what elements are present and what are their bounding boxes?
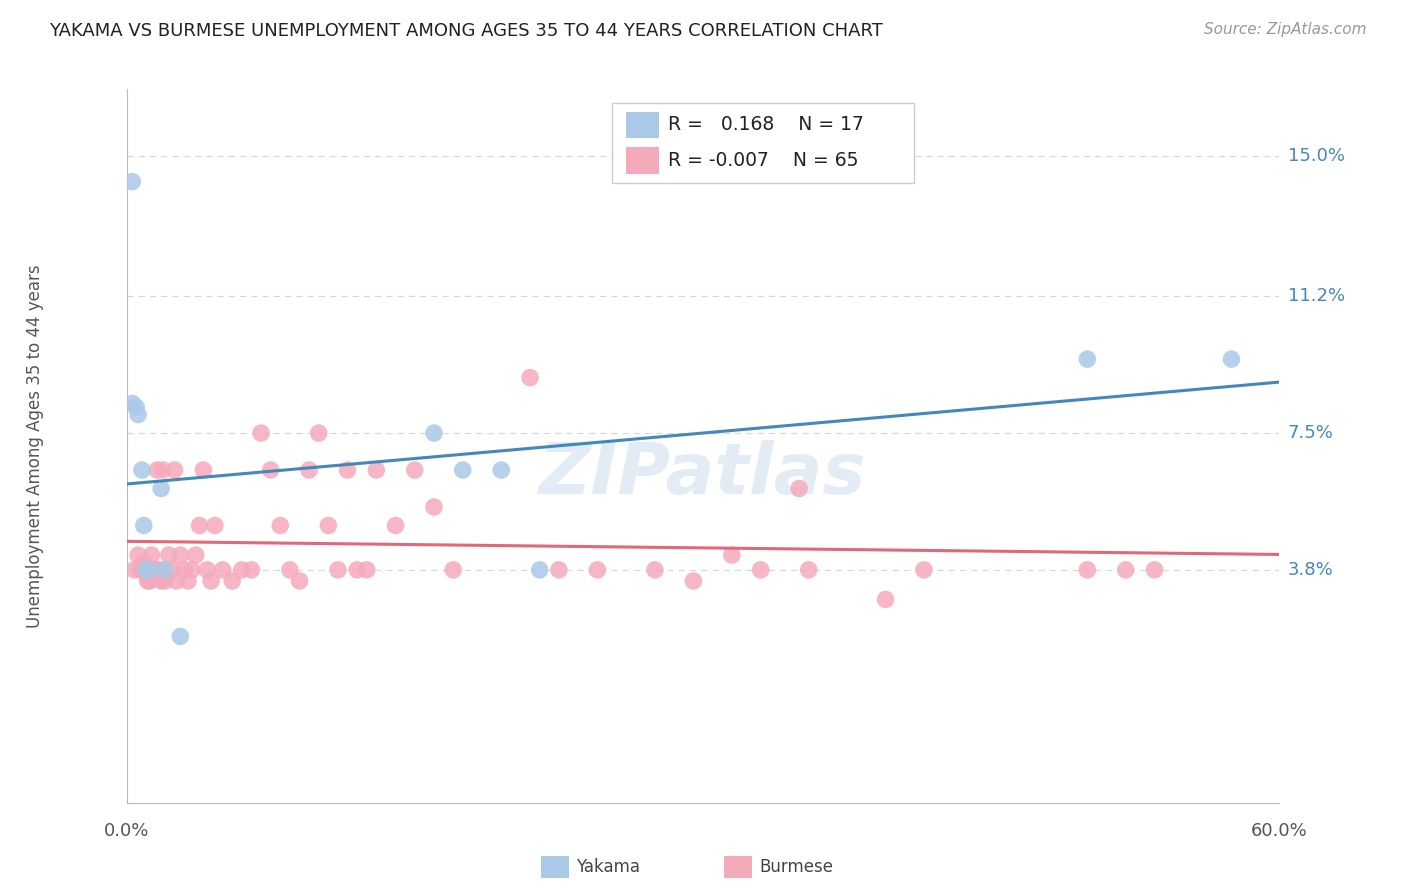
- Text: 11.2%: 11.2%: [1288, 287, 1346, 305]
- Point: [326, 563, 349, 577]
- Point: [489, 463, 512, 477]
- Point: [586, 563, 609, 577]
- Text: R =   0.168    N = 17: R = 0.168 N = 17: [668, 115, 863, 135]
- Point: [169, 548, 191, 562]
- Text: Yakama: Yakama: [576, 858, 641, 876]
- Point: [173, 563, 195, 577]
- Text: Source: ZipAtlas.com: Source: ZipAtlas.com: [1204, 22, 1367, 37]
- Point: [278, 563, 301, 577]
- Point: [150, 574, 173, 588]
- Point: [912, 563, 935, 577]
- Point: [749, 563, 772, 577]
- Text: 3.8%: 3.8%: [1288, 561, 1334, 579]
- Point: [135, 563, 157, 577]
- Text: R = -0.007    N = 65: R = -0.007 N = 65: [668, 151, 858, 170]
- Point: [153, 574, 176, 588]
- Point: [204, 518, 226, 533]
- Point: [451, 463, 474, 477]
- Point: [519, 370, 541, 384]
- Point: [122, 563, 145, 577]
- Point: [336, 463, 359, 477]
- Point: [548, 563, 571, 577]
- Point: [162, 563, 184, 577]
- Point: [259, 463, 281, 477]
- Text: Unemployment Among Ages 35 to 44 years: Unemployment Among Ages 35 to 44 years: [27, 264, 44, 628]
- Point: [875, 592, 897, 607]
- Point: [384, 518, 406, 533]
- Point: [157, 548, 180, 562]
- Point: [720, 548, 742, 562]
- Point: [135, 563, 157, 577]
- Text: 0.0%: 0.0%: [104, 822, 149, 840]
- Point: [1076, 563, 1098, 577]
- Point: [153, 563, 176, 577]
- Point: [184, 548, 207, 562]
- Point: [1220, 352, 1243, 367]
- Point: [138, 563, 160, 577]
- Point: [356, 563, 378, 577]
- Point: [145, 563, 166, 577]
- Point: [193, 463, 215, 477]
- Point: [195, 563, 218, 577]
- Point: [423, 500, 446, 514]
- Point: [1076, 352, 1098, 367]
- Point: [288, 574, 311, 588]
- Point: [231, 563, 253, 577]
- Point: [200, 574, 222, 588]
- Point: [136, 574, 159, 588]
- Point: [1143, 563, 1166, 577]
- Point: [366, 463, 388, 477]
- Point: [132, 556, 155, 570]
- Point: [177, 574, 200, 588]
- Point: [346, 563, 368, 577]
- Point: [125, 400, 148, 414]
- Point: [797, 563, 820, 577]
- Point: [269, 518, 291, 533]
- Point: [1115, 563, 1137, 577]
- Point: [316, 518, 339, 533]
- Point: [121, 175, 143, 189]
- Point: [166, 574, 188, 588]
- Point: [308, 425, 330, 440]
- Point: [121, 396, 143, 410]
- Point: [180, 563, 202, 577]
- Point: [150, 482, 173, 496]
- Point: [163, 463, 186, 477]
- Point: [141, 548, 163, 562]
- Point: [142, 563, 165, 577]
- Point: [250, 425, 273, 440]
- Point: [441, 563, 464, 577]
- Text: 7.5%: 7.5%: [1288, 424, 1334, 442]
- Point: [188, 518, 211, 533]
- Point: [644, 563, 666, 577]
- Point: [404, 463, 426, 477]
- Point: [146, 463, 169, 477]
- Point: [298, 463, 321, 477]
- Point: [529, 563, 551, 577]
- Text: YAKAMA VS BURMESE UNEMPLOYMENT AMONG AGES 35 TO 44 YEARS CORRELATION CHART: YAKAMA VS BURMESE UNEMPLOYMENT AMONG AGE…: [49, 22, 883, 40]
- Point: [682, 574, 704, 588]
- Text: 60.0%: 60.0%: [1251, 822, 1308, 840]
- Text: Burmese: Burmese: [759, 858, 834, 876]
- Point: [138, 574, 160, 588]
- Point: [221, 574, 243, 588]
- Point: [148, 563, 170, 577]
- Point: [240, 563, 263, 577]
- Point: [127, 548, 149, 562]
- Point: [129, 563, 152, 577]
- Text: 15.0%: 15.0%: [1288, 147, 1346, 165]
- Point: [169, 629, 191, 643]
- Point: [423, 425, 446, 440]
- Point: [131, 463, 153, 477]
- Point: [131, 563, 153, 577]
- Point: [787, 482, 810, 496]
- Point: [132, 518, 155, 533]
- Text: ZIPatlas: ZIPatlas: [540, 440, 866, 509]
- Point: [211, 563, 233, 577]
- Point: [152, 463, 174, 477]
- Point: [127, 408, 149, 422]
